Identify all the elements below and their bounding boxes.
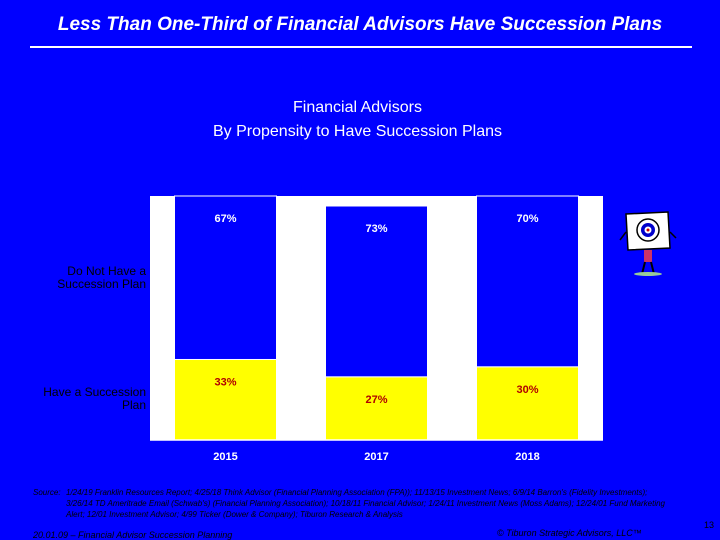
page-number: 13 — [704, 520, 715, 530]
data-label-do-not-have-a-succession-plan-2015: 67% — [214, 213, 236, 225]
data-label-have-a-succession-plan-2017: 27% — [365, 394, 387, 406]
bar-do-not-have-a-succession-plan-2018 — [476, 195, 579, 368]
bar-have-a-succession-plan-2018 — [476, 366, 579, 441]
bar-do-not-have-a-succession-plan-2015 — [174, 195, 277, 360]
x-tick-label-2015: 2015 — [213, 451, 237, 463]
presenter-with-target-board-icon — [618, 210, 678, 276]
legend-label-do-not-have-line-1: Do Not Have a — [67, 264, 146, 278]
legend-label-have: Have a Succession Plan — [20, 386, 146, 412]
x-tick-label-2017: 2017 — [364, 451, 388, 463]
chart-title-line-2: By Propensity to Have Succession Plans — [212, 123, 503, 140]
x-tick-label-2018: 2018 — [515, 451, 539, 463]
legend-label-do-not-have: Do Not Have a Succession Plan — [20, 265, 146, 291]
footer-copyright: © Tiburon Strategic Advisors, LLC™ — [497, 528, 642, 538]
data-label-do-not-have-a-succession-plan-2017: 73% — [365, 223, 387, 235]
chart-title-line-1: Financial Advisors — [293, 99, 422, 116]
chart-title: Financial Advisors By Propensity to Have… — [0, 96, 715, 144]
source-label: Source: — [33, 488, 61, 497]
data-label-do-not-have-a-succession-plan-2018: 70% — [516, 213, 538, 225]
bar-have-a-succession-plan-2017 — [325, 376, 428, 441]
legend-label-do-not-have-line-2: Succession Plan — [57, 277, 146, 291]
data-label-have-a-succession-plan-2015: 33% — [214, 376, 236, 388]
footer-deck-title: 20.01.09 – Financial Advisor Succession … — [33, 530, 233, 540]
title-rule — [30, 46, 692, 48]
legend-label-have-line-1: Have a Succession — [43, 385, 146, 399]
bar-do-not-have-a-succession-plan-2017 — [325, 205, 428, 378]
connector-line-2017-2018 — [427, 366, 477, 378]
data-label-have-a-succession-plan-2018: 30% — [516, 384, 538, 396]
legend-label-have-line-2: Plan — [121, 398, 146, 412]
slide-title: Less Than One-Third of Financial Advisor… — [57, 14, 663, 35]
connector-line-2015-2017 — [276, 359, 326, 378]
bar-have-a-succession-plan-2015 — [174, 358, 277, 441]
source-text: 1/24/19 Franklin Resources Report; 4/25/… — [66, 488, 665, 519]
